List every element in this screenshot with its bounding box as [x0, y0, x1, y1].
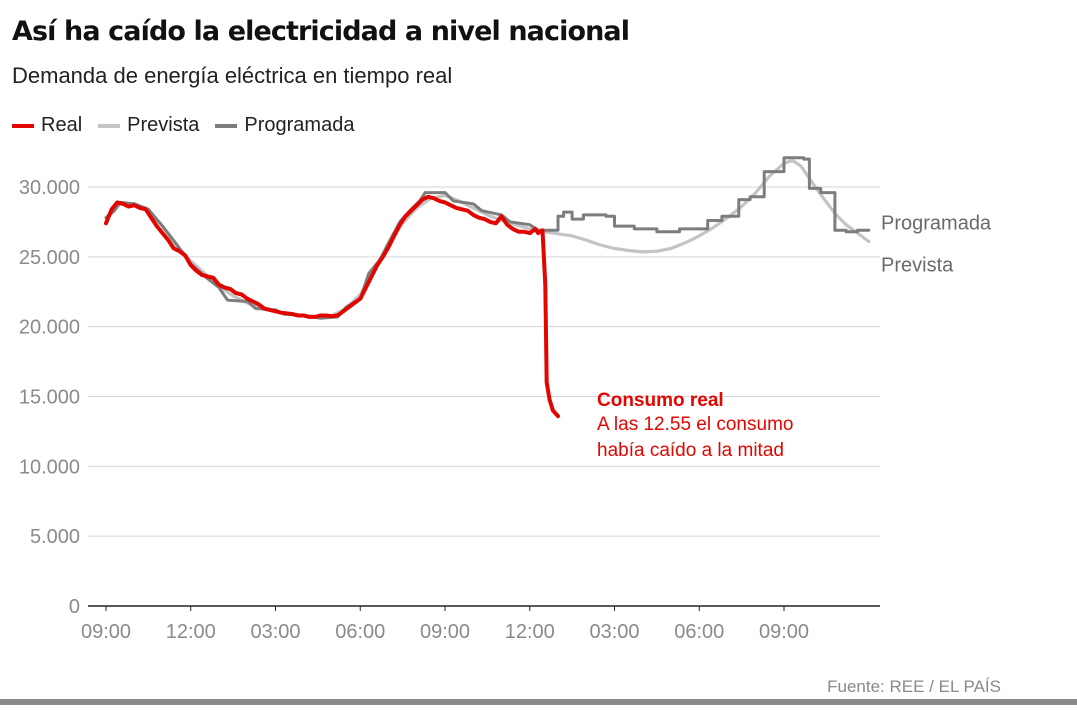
x-tick-label: 06:00: [674, 621, 724, 643]
x-tick-label: 09:00: [81, 621, 131, 643]
x-tick-label: 12:00: [505, 621, 555, 643]
legend-label-programada: Programada: [244, 114, 355, 136]
series-line-prevista: [104, 158, 871, 319]
x-tick-label: 12:00: [166, 621, 216, 643]
y-tick-label: 15.000: [19, 387, 80, 409]
x-tick-label: 03:00: [589, 621, 639, 643]
y-tick-label: 30.000: [19, 177, 80, 199]
legend-label-real: Real: [41, 114, 83, 136]
series-end-label-programada: Programada: [881, 212, 992, 234]
x-tick-label: 06:00: [335, 621, 385, 643]
x-tick-label: 09:00: [759, 621, 809, 643]
annotation-text: A las 12.55 el consumo: [597, 414, 793, 435]
y-tick-label: 20.000: [19, 317, 80, 339]
legend-swatch-prevista: [98, 123, 121, 128]
legend-item-programada: Programada: [215, 114, 354, 137]
series-line-programada: [104, 156, 871, 320]
annotation-text: había caído a la mitad: [597, 440, 784, 461]
source-credit: Fuente: REE / EL PAÍS: [827, 677, 1001, 696]
series-line-real: [104, 194, 560, 419]
y-tick-label: 5.000: [30, 526, 80, 548]
y-tick-label: 25.000: [19, 247, 80, 269]
legend-item-real: Real: [12, 114, 82, 137]
annotation-title: Consumo real: [597, 390, 724, 411]
legend-item-prevista: Prevista: [98, 114, 199, 137]
x-tick-label: 03:00: [250, 621, 300, 643]
legend-swatch-real: [12, 123, 34, 128]
y-tick-label: 10.000: [19, 456, 80, 478]
bottom-rule: [0, 699, 1077, 705]
y-tick-label: 0: [69, 596, 80, 618]
x-tick-label: 09:00: [420, 621, 470, 643]
series-end-label-prevista: Prevista: [881, 254, 954, 276]
chart-legend: Real Prevista Programada: [12, 114, 370, 137]
legend-label-prevista: Prevista: [127, 114, 200, 136]
legend-swatch-programada: [215, 123, 238, 128]
chart-title: Así ha caído la electricidad a nivel nac…: [12, 16, 630, 47]
chart-subtitle: Demanda de energía eléctrica en tiempo r…: [12, 63, 453, 88]
